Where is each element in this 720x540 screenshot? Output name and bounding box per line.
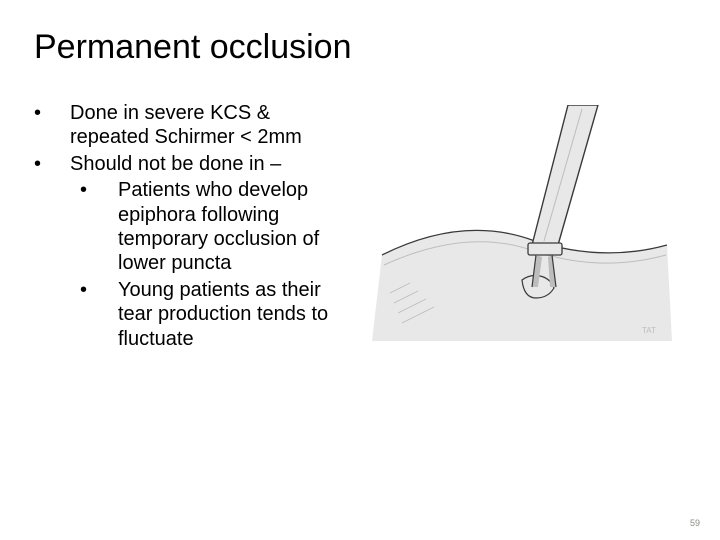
bullet-dot-icon: • xyxy=(70,278,118,351)
list-text: Should not be done in – xyxy=(70,153,281,175)
bullet-list: • Done in severe KCS & repeated Schirmer… xyxy=(34,101,354,353)
bullet-dot-icon: • xyxy=(34,101,70,150)
figure-column: TAT xyxy=(372,101,672,355)
list-item: • Should not be done in – • Patients who… xyxy=(34,152,354,353)
medical-illustration: TAT xyxy=(372,105,672,341)
list-text: Young patients as their tear production … xyxy=(118,278,354,351)
list-text: Done in severe KCS & repeated Schirmer <… xyxy=(70,101,354,150)
slide: Permanent occlusion • Done in severe KCS… xyxy=(0,0,720,540)
list-text-group: Should not be done in – • Patients who d… xyxy=(70,152,354,353)
page-number: 59 xyxy=(690,518,700,528)
bullet-dot-icon: • xyxy=(70,178,118,276)
list-text: Patients who develop epiphora following … xyxy=(118,178,354,276)
text-column: • Done in severe KCS & repeated Schirmer… xyxy=(34,101,354,355)
artist-mark: TAT xyxy=(642,326,656,335)
sub-bullet-list: • Patients who develop epiphora followin… xyxy=(70,178,354,351)
list-item: • Young patients as their tear productio… xyxy=(70,278,354,351)
slide-title: Permanent occlusion xyxy=(34,28,686,67)
list-item: • Patients who develop epiphora followin… xyxy=(70,178,354,276)
list-item: • Done in severe KCS & repeated Schirmer… xyxy=(34,101,354,150)
bullet-dot-icon: • xyxy=(34,152,70,353)
content-row: • Done in severe KCS & repeated Schirmer… xyxy=(34,101,686,355)
